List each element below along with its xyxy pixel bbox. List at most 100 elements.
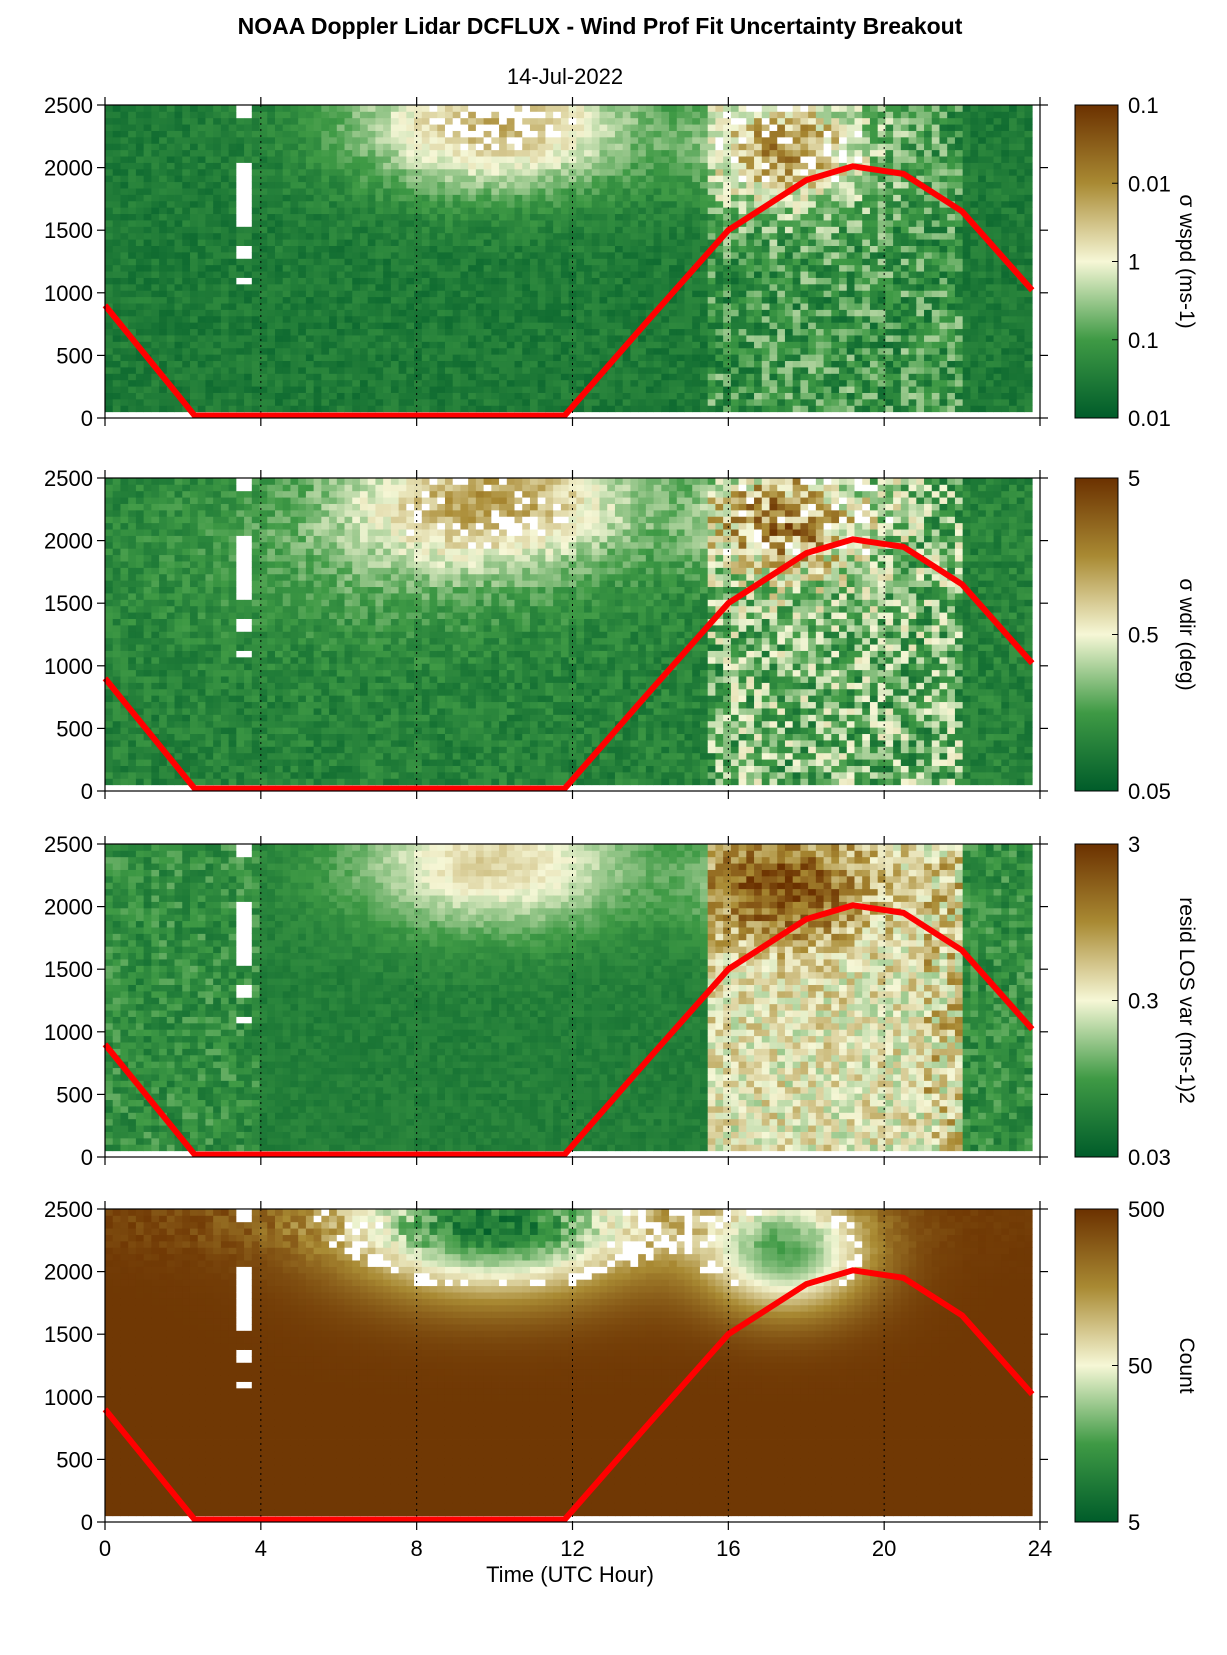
- heatmap-cell: [321, 143, 329, 150]
- heatmap-cell: [368, 131, 376, 138]
- heatmap-cell: [762, 214, 770, 221]
- heatmap-cell: [576, 341, 584, 348]
- heatmap-cell: [128, 143, 136, 150]
- heatmap-cell: [360, 111, 368, 118]
- heatmap-cell: [847, 354, 855, 361]
- heatmap-cell: [321, 258, 329, 265]
- heatmap-cell: [213, 131, 221, 138]
- heatmap-cell: [175, 131, 183, 138]
- heatmap-cell: [723, 399, 731, 406]
- heatmap-cell: [839, 399, 847, 406]
- heatmap-cell: [352, 252, 360, 259]
- heatmap-cell: [414, 265, 422, 272]
- heatmap-cell: [754, 297, 762, 304]
- heatmap-cell: [654, 246, 662, 253]
- heatmap-cell: [770, 380, 778, 387]
- heatmap-cell: [685, 309, 693, 316]
- heatmap-cell: [476, 278, 484, 285]
- heatmap-cell: [669, 143, 677, 150]
- heatmap-cell: [414, 348, 422, 355]
- heatmap-cell: [901, 233, 909, 240]
- heatmap-cell: [298, 137, 306, 144]
- heatmap-cell: [113, 220, 121, 227]
- heatmap-cell: [453, 322, 461, 329]
- heatmap-cell: [785, 163, 793, 170]
- heatmap-cell: [414, 105, 422, 112]
- heatmap-cell: [128, 265, 136, 272]
- heatmap-cell: [785, 380, 793, 387]
- heatmap-cell: [298, 169, 306, 176]
- heatmap-cell: [205, 290, 213, 297]
- heatmap-cell: [731, 131, 739, 138]
- heatmap-cell: [530, 278, 538, 285]
- heatmap-cell: [847, 309, 855, 316]
- heatmap-cell: [685, 297, 693, 304]
- heatmap-cell: [476, 175, 484, 182]
- heatmap-cell: [824, 290, 832, 297]
- heatmap-cell: [754, 188, 762, 195]
- heatmap-cell: [283, 316, 291, 323]
- heatmap-cell: [345, 258, 353, 265]
- heatmap-cell: [113, 118, 121, 125]
- heatmap-cell: [414, 175, 422, 182]
- heatmap-cell: [128, 386, 136, 393]
- heatmap-cell: [190, 124, 198, 131]
- heatmap-cell: [630, 150, 638, 157]
- heatmap-cell: [244, 182, 252, 189]
- heatmap-cell: [205, 220, 213, 227]
- heatmap-cell: [816, 239, 824, 246]
- heatmap-cell: [105, 380, 113, 387]
- heatmap-cell: [770, 150, 778, 157]
- heatmap-cell: [221, 309, 229, 316]
- heatmap-cell: [321, 131, 329, 138]
- heatmap-cell: [360, 143, 368, 150]
- heatmap-cell: [298, 163, 306, 170]
- heatmap-cell: [375, 405, 383, 412]
- heatmap-cell: [476, 399, 484, 406]
- heatmap-cell: [661, 278, 669, 285]
- heatmap-cell: [839, 233, 847, 240]
- heatmap-cell: [507, 143, 515, 150]
- heatmap-cell: [777, 156, 785, 163]
- heatmap-cell: [144, 194, 152, 201]
- heatmap-cell: [406, 303, 414, 310]
- heatmap-cell: [275, 303, 283, 310]
- heatmap-cell: [476, 182, 484, 189]
- heatmap-cell: [824, 105, 832, 112]
- heatmap-cell: [484, 361, 492, 368]
- heatmap-cell: [893, 329, 901, 336]
- heatmap-cell: [646, 341, 654, 348]
- heatmap-cell: [236, 188, 244, 195]
- heatmap-cell: [229, 309, 237, 316]
- heatmap-cell: [391, 226, 399, 233]
- heatmap-cell: [383, 316, 391, 323]
- heatmap-cell: [414, 341, 422, 348]
- heatmap-cell: [754, 175, 762, 182]
- heatmap-cell: [476, 137, 484, 144]
- heatmap-cell: [739, 405, 747, 412]
- heatmap-cell: [205, 175, 213, 182]
- heatmap-cell: [414, 188, 422, 195]
- heatmap-cell: [244, 380, 252, 387]
- heatmap-cell: [236, 380, 244, 387]
- heatmap-cell: [777, 271, 785, 278]
- heatmap-cell: [360, 399, 368, 406]
- heatmap-cell: [260, 246, 268, 253]
- heatmap-cell: [337, 118, 345, 125]
- heatmap-cell: [507, 111, 515, 118]
- heatmap-cell: [430, 182, 438, 189]
- heatmap-cell: [252, 169, 260, 176]
- heatmap-cell: [793, 220, 801, 227]
- heatmap-cell: [507, 297, 515, 304]
- heatmap-cell: [654, 105, 662, 112]
- heatmap-cell: [522, 111, 530, 118]
- heatmap-cell: [538, 354, 546, 361]
- heatmap-cell: [437, 284, 445, 291]
- heatmap-cell: [406, 201, 414, 208]
- heatmap-cell: [167, 156, 175, 163]
- heatmap-cell: [190, 367, 198, 374]
- heatmap-cell: [584, 226, 592, 233]
- heatmap-cell: [445, 341, 453, 348]
- heatmap-cell: [167, 316, 175, 323]
- heatmap-cell: [105, 163, 113, 170]
